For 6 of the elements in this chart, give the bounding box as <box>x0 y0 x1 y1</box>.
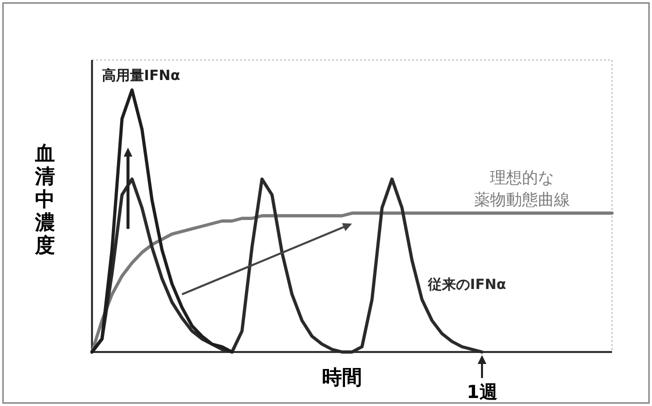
x-axis-title: 時間 <box>322 365 362 389</box>
series-label: 理想的な薬物動態曲線 <box>474 168 570 210</box>
series-label: 高用量IFNα <box>102 67 180 84</box>
text: 1週 <box>466 382 498 403</box>
series-label: 従来のIFNα <box>427 277 506 294</box>
y-axis-title: 血清中濃度 <box>34 141 55 257</box>
